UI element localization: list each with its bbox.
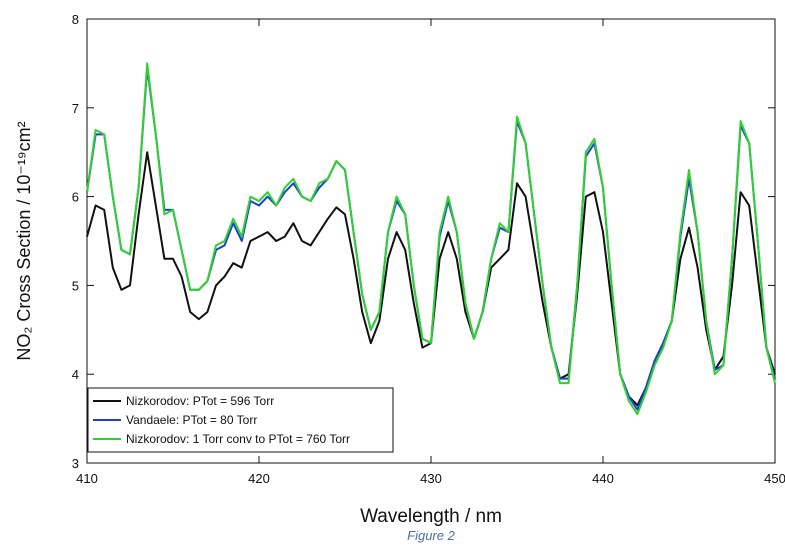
y-tick-label: 3: [72, 456, 79, 471]
x-tick-label: 410: [76, 471, 98, 486]
y-axis-label: NO₂ Cross Section / 10⁻¹⁹cm²: [14, 121, 34, 360]
series-line: [86, 66, 776, 411]
x-axis-label: Wavelength / nm: [360, 506, 502, 527]
y-tick-label: 5: [72, 278, 79, 293]
legend-label: Nizkorodov: 1 Torr conv to PTot = 760 To…: [126, 432, 350, 446]
y-tick-label: 4: [72, 367, 79, 382]
legend-label: Nizkorodov: PTot = 596 Torr: [126, 394, 274, 408]
x-tick-label: 430: [420, 471, 442, 486]
figure-caption: Figure 2: [407, 528, 455, 543]
legend: Nizkorodov: PTot = 596 Torr Vandaele: PTo…: [87, 387, 394, 453]
y-tick-label: 7: [72, 101, 79, 116]
series-line: [86, 62, 776, 416]
x-tick-label: 420: [248, 471, 270, 486]
legend-box: [87, 387, 394, 453]
legend-label: Vandaele: PTot = 80 Torr: [126, 413, 257, 427]
y-tick-label: 8: [72, 12, 79, 27]
x-tick-label: 450: [764, 471, 785, 486]
series-line: [86, 151, 776, 407]
x-tick-label: 440: [592, 471, 614, 486]
y-tick-label: 6: [72, 190, 79, 205]
